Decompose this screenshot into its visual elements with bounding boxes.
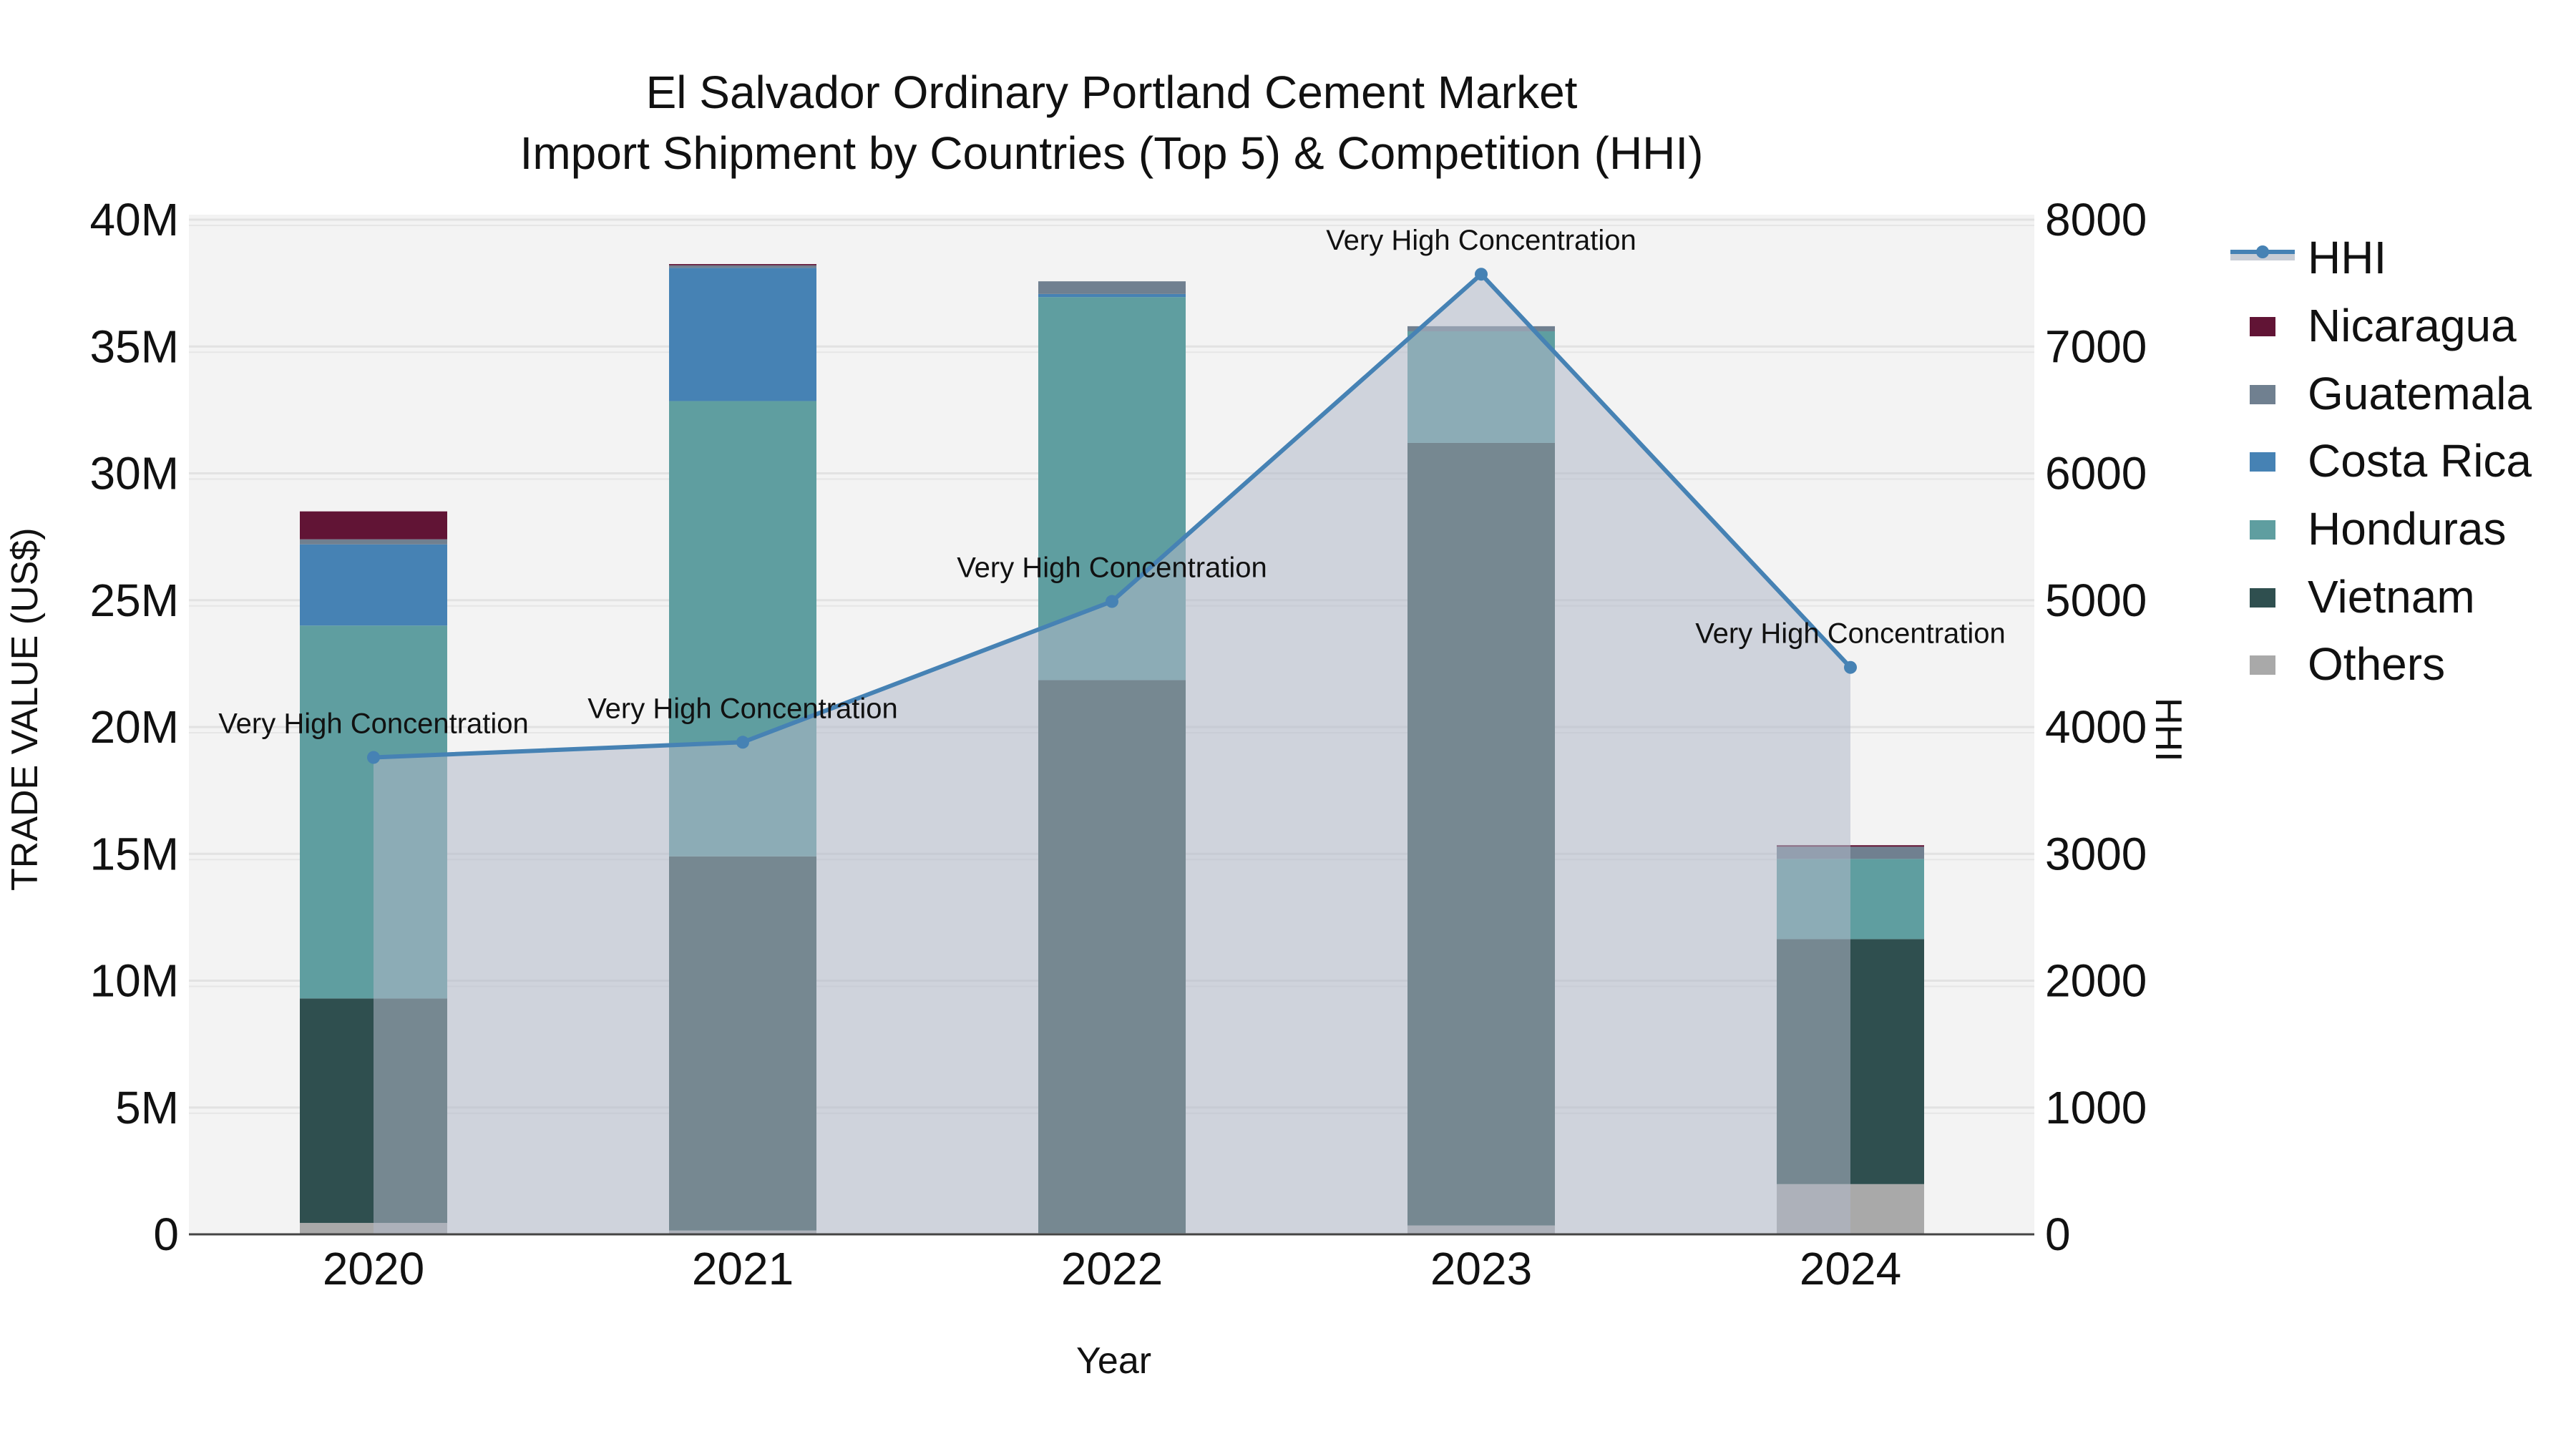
y-left-tick: 20M [90, 701, 180, 753]
chart-title-line1: El Salvador Ordinary Portland Cement Mar… [645, 67, 1578, 118]
hhi-area-fill [374, 274, 1850, 1234]
y-left-axis-title: TRADE VALUE (US$) [4, 527, 46, 891]
legend-item-costa-rica[interactable]: Costa Rica [2230, 425, 2574, 493]
bar-segment-costa-rica[interactable] [669, 268, 816, 401]
legend-label: Honduras [2308, 503, 2507, 555]
y-right-tick: 6000 [2045, 448, 2147, 499]
legend-label: Guatemala [2308, 368, 2532, 419]
y-left-tick: 25M [90, 575, 180, 626]
y-right-tick: 2000 [2045, 955, 2147, 1007]
legend-label: HHI [2308, 232, 2387, 283]
y-left-tick: 0 [153, 1209, 179, 1260]
x-tick: 2020 [323, 1243, 424, 1294]
legend-label: Costa Rica [2308, 435, 2532, 487]
y-right-tick: 7000 [2045, 321, 2147, 372]
x-tick: 2023 [1430, 1243, 1532, 1294]
y-right-tick: 4000 [2045, 701, 2147, 753]
legend-item-hhi[interactable]: HHI [2230, 222, 2574, 290]
x-axis-title: Year [1076, 1340, 1152, 1382]
hhi-annotations: Very High Concentration Very High Concent… [218, 225, 2006, 739]
y-right-tick: 3000 [2045, 828, 2147, 879]
legend-item-guatemala[interactable]: Guatemala [2230, 358, 2574, 426]
hhi-line [367, 268, 1857, 764]
y-left-tick: 15M [90, 828, 180, 879]
hhi-point-marker[interactable] [736, 736, 749, 749]
bar-segment-guatemala[interactable] [669, 265, 816, 268]
legend-label: Nicaragua [2308, 300, 2517, 351]
hhi-annotation-label: Very High Concentration [957, 552, 1267, 584]
swatch-icon [2250, 588, 2275, 608]
y-right-tick: 5000 [2045, 575, 2147, 626]
hhi-annotation-label: Very High Concentration [1326, 225, 1636, 256]
hhi-annotation-label: Very High Concentration [587, 693, 898, 724]
y-left-tick-labels: 0 5M 10M 15M 20M 25M 30M 35M 40M [90, 194, 180, 1260]
legend-label: Others [2308, 638, 2446, 690]
swatch-icon [2250, 655, 2275, 675]
swatch-icon [2250, 385, 2275, 404]
hhi-point-marker[interactable] [1844, 660, 1857, 674]
x-tick-labels: 2020 2021 2022 2023 2024 [323, 1243, 1901, 1294]
x-tick: 2022 [1061, 1243, 1163, 1294]
y-left-tick: 40M [90, 194, 180, 245]
bar-segment-nicaragua[interactable] [300, 511, 447, 540]
legend-item-others[interactable]: Others [2230, 628, 2574, 696]
y-left-tick: 10M [90, 955, 180, 1007]
y-left-tick: 35M [90, 321, 180, 372]
swatch-icon [2250, 520, 2275, 540]
bar-segment-costa-rica[interactable] [300, 544, 447, 626]
swatch-icon [2250, 452, 2275, 472]
swatch-icon [2250, 317, 2275, 336]
legend-item-nicaragua[interactable]: Nicaragua [2230, 290, 2574, 358]
y-right-axis-title: HHI [2147, 698, 2189, 762]
y-right-tick-labels: 0 1000 2000 3000 4000 5000 6000 7000 8000 [2045, 194, 2147, 1260]
y-right-tick: 8000 [2045, 194, 2147, 245]
x-tick: 2024 [1800, 1243, 1901, 1294]
legend-item-honduras[interactable]: Honduras [2230, 493, 2574, 561]
hhi-point-marker[interactable] [1475, 268, 1488, 281]
y-right-tick: 1000 [2045, 1082, 2147, 1133]
legend-label: Vietnam [2308, 571, 2475, 623]
y-left-tick: 30M [90, 448, 180, 499]
hhi-point-marker[interactable] [1106, 595, 1118, 608]
bar-segment-costa-rica[interactable] [1038, 293, 1186, 298]
x-tick: 2021 [692, 1243, 794, 1294]
y-left-tick: 5M [115, 1082, 179, 1133]
chart-title-line2: Import Shipment by Countries (Top 5) & C… [519, 127, 1704, 179]
hhi-area [374, 274, 1850, 1234]
hhi-point-marker[interactable] [367, 751, 380, 764]
bar-segment-guatemala[interactable] [1038, 281, 1186, 294]
bar-segment-nicaragua[interactable] [669, 264, 816, 265]
bar-segment-guatemala[interactable] [300, 539, 447, 545]
hhi-line-marker-icon [2230, 245, 2295, 260]
legend-item-vietnam[interactable]: Vietnam [2230, 561, 2574, 629]
y-right-tick: 0 [2045, 1209, 2071, 1260]
hhi-annotation-label: Very High Concentration [218, 708, 529, 740]
hhi-annotation-label: Very High Concentration [1695, 618, 2006, 650]
